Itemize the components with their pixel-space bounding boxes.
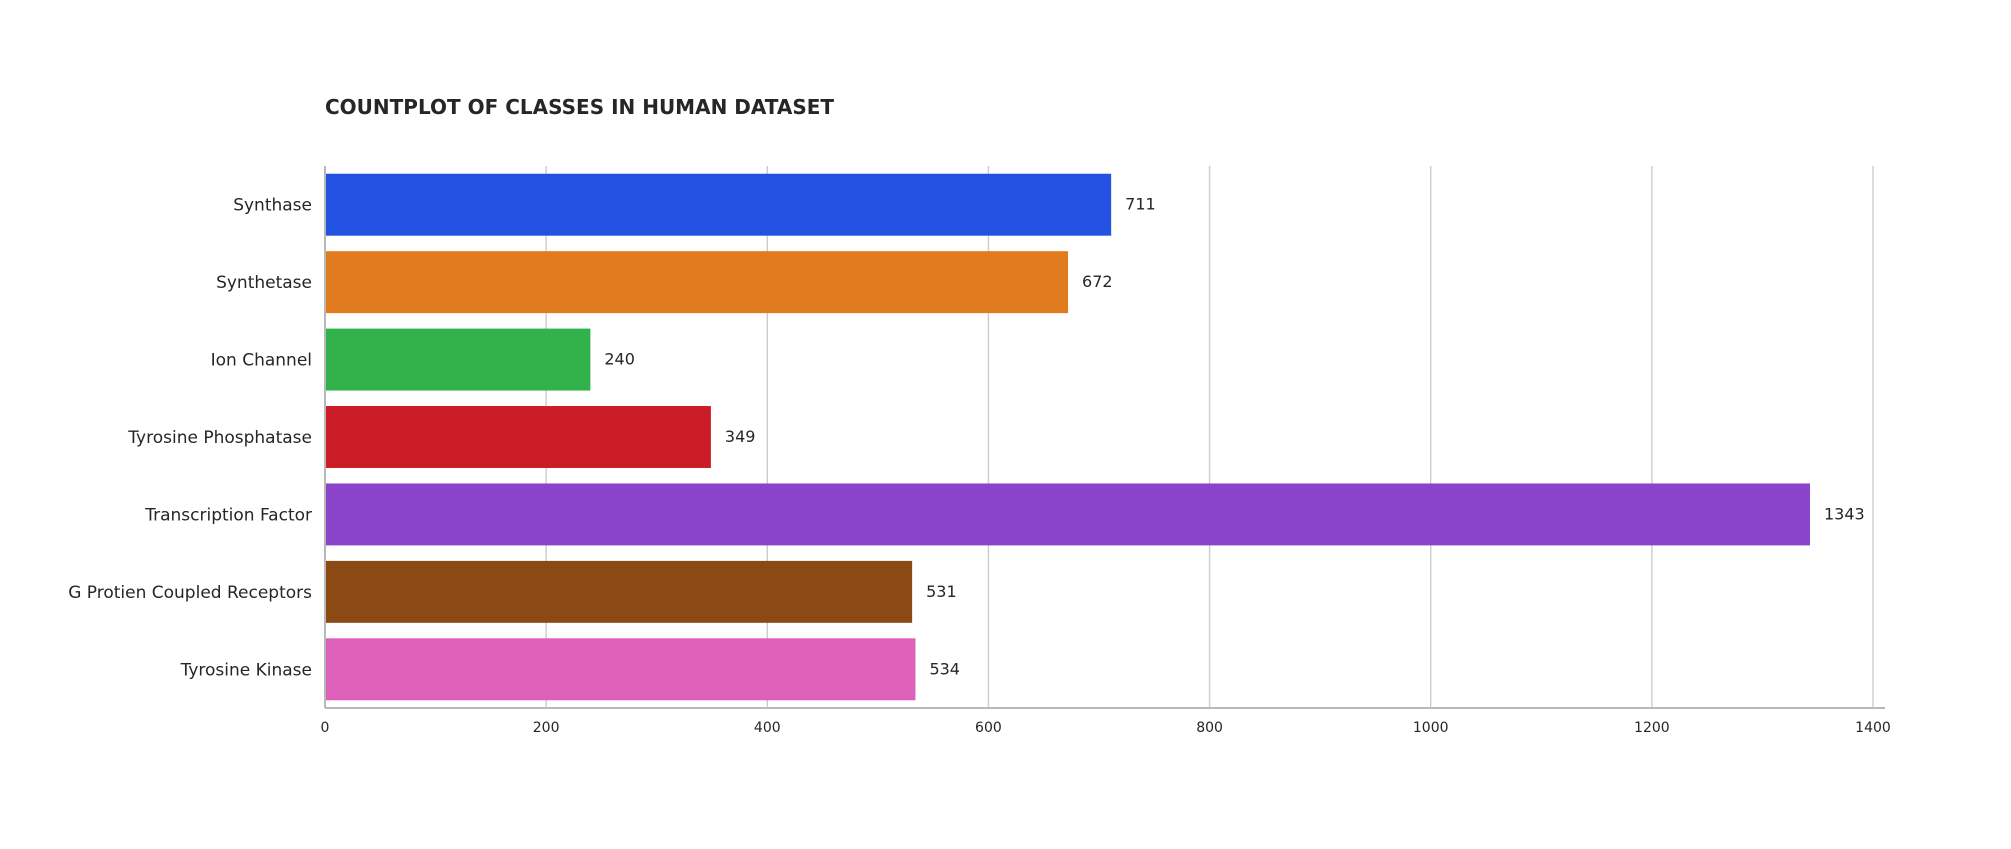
category-label: Tyrosine Kinase — [180, 660, 312, 680]
bar — [325, 173, 1112, 236]
bar-value-label: 534 — [929, 659, 960, 678]
bars — [325, 173, 1810, 701]
bar-value-label: 349 — [725, 427, 756, 446]
bar — [325, 406, 711, 468]
category-label: Synthetase — [216, 273, 312, 293]
bar — [325, 483, 1810, 546]
x-tick-label: 600 — [975, 720, 1002, 736]
bar-value-label: 672 — [1082, 272, 1113, 291]
x-tick-label: 1400 — [1855, 720, 1891, 736]
category-label: G Protien Coupled Receptors — [68, 583, 312, 603]
category-label: Synthase — [233, 196, 312, 216]
x-tick-label: 200 — [533, 720, 560, 736]
value-labels: 711 672 240 349 1343 531 534 — [604, 195, 1864, 679]
chart-title: COUNTPLOT OF CLASSES IN HUMAN DATASET — [325, 95, 834, 119]
x-tick-label: 400 — [754, 720, 781, 736]
category-label: Transcription Factor — [144, 505, 312, 525]
x-tick-label: 800 — [1196, 720, 1223, 736]
axes — [324, 166, 1885, 709]
bar — [325, 560, 913, 623]
bar — [325, 251, 1069, 314]
bar-value-label: 711 — [1125, 195, 1156, 214]
x-tick-labels: 0 200 400 600 800 1000 1200 1400 — [321, 720, 1891, 736]
category-labels: Synthase Synthetase Ion Channel Tyrosine Ph… — [68, 196, 312, 681]
bar-value-label: 240 — [604, 350, 635, 369]
bar — [325, 328, 591, 391]
x-tick-label: 0 — [321, 720, 330, 736]
bar-value-label: 531 — [926, 582, 957, 601]
category-label: Tyrosine Phosphatase — [127, 428, 312, 448]
category-label: Ion Channel — [211, 351, 312, 371]
x-tick-label: 1200 — [1634, 720, 1670, 736]
bar — [325, 638, 916, 701]
x-tick-label: 1000 — [1413, 720, 1449, 736]
bar-value-label: 1343 — [1824, 504, 1865, 523]
